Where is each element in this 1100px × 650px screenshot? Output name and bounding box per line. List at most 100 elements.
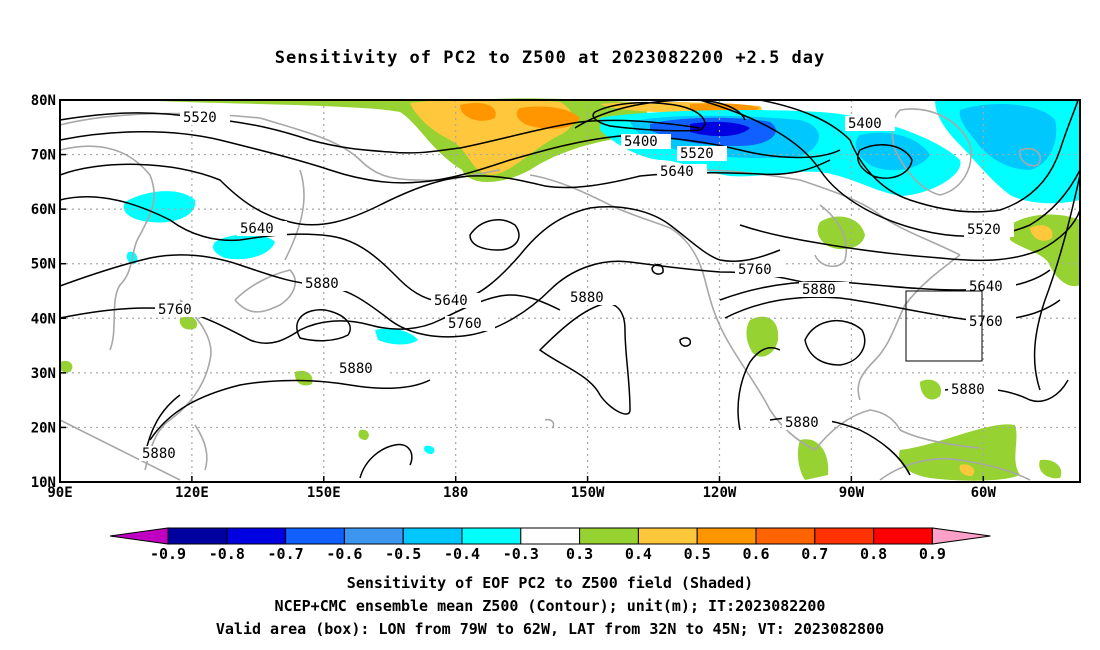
colorbar-label: 0.4 xyxy=(625,545,652,563)
contour-line xyxy=(679,337,692,347)
shade-trop-green-4 xyxy=(920,379,941,400)
gridlines xyxy=(60,100,1080,482)
shade-neg-lightblue-3 xyxy=(959,104,1057,170)
colorbar-swatch xyxy=(461,527,522,545)
y-tick-label: 70N xyxy=(31,148,56,164)
coast-japan xyxy=(234,269,296,313)
contour-label: 5880 xyxy=(142,446,176,462)
contour-label: 5880 xyxy=(951,382,985,398)
colorbar-swatch xyxy=(226,527,287,545)
contour-line xyxy=(359,443,413,479)
contour-line xyxy=(538,303,631,415)
shade-trop-cyan-1 xyxy=(423,445,435,454)
contour-label: 5640 xyxy=(969,279,1003,295)
contour-label: 5640 xyxy=(660,164,694,180)
colorbar-swatch xyxy=(167,527,228,545)
contour-label: 5520 xyxy=(680,146,714,162)
shade-canada-green xyxy=(817,216,865,250)
coast-asia-east xyxy=(59,145,155,351)
colorbar-min-arrow xyxy=(109,527,169,545)
colorbar-swatch xyxy=(696,527,757,545)
shade-arctic-orange xyxy=(516,106,580,129)
colorbar-swatch xyxy=(873,527,933,545)
y-axis-ticks: 10N 20N 30N 40N 50N 60N 70N 80N xyxy=(31,93,66,491)
contour-label: 5400 xyxy=(848,116,882,132)
coast-philippines xyxy=(194,424,208,471)
shade-trop-yellow-1 xyxy=(959,464,975,476)
contour-line xyxy=(804,320,866,366)
contour-line xyxy=(296,309,351,342)
coast-iceland xyxy=(1018,147,1042,167)
coast-south-america xyxy=(879,457,1031,481)
coast-se-asia xyxy=(59,419,181,481)
shade-trop-green-8 xyxy=(1039,459,1062,479)
shade-trop-green-9 xyxy=(358,429,369,440)
contour-label: 5880 xyxy=(570,290,604,306)
y-tick-label: 30N xyxy=(31,366,56,382)
shade-trop-green-5 xyxy=(294,370,313,386)
contour-label: 5880 xyxy=(802,282,836,298)
contour-label: 5760 xyxy=(969,314,1003,330)
contour-line xyxy=(739,209,1081,262)
shade-trop-green-3 xyxy=(899,424,1020,481)
coastline-layer xyxy=(59,108,1042,481)
coast-hawaii xyxy=(544,418,555,429)
contour-line xyxy=(651,263,664,275)
contour-label: 5880 xyxy=(785,415,819,431)
coast-na-east xyxy=(857,254,961,401)
x-tick-label: 120W xyxy=(703,485,737,501)
colorbar-swatch xyxy=(343,527,404,545)
y-tick-label: 10N xyxy=(31,475,56,491)
shade-pac-cyan-1 xyxy=(123,191,196,223)
y-tick-label: 40N xyxy=(31,311,56,327)
contour-label: 5400 xyxy=(624,134,658,150)
colorbar-label: 0.5 xyxy=(684,545,711,563)
contour-labels: 5520 5400 5520 5640 5400 5640 5520 5760 … xyxy=(139,110,1016,462)
colorbar-max-arrow xyxy=(931,527,991,545)
shade-trop-green-6 xyxy=(179,316,198,330)
x-tick-label: 90W xyxy=(839,485,865,501)
contour-label: 5640 xyxy=(240,221,274,237)
y-tick-label: 80N xyxy=(31,93,56,109)
x-axis-ticks: 90E 120E 150E 180 150W 120W 90W 60W xyxy=(47,476,996,501)
x-tick-label: 60W xyxy=(971,485,997,501)
colorbar-swatch xyxy=(579,527,639,545)
colorbar: -0.9 -0.8 -0.7 -0.6 -0.5 -0.4 -0.3 0.3 0.4 0.5 0.6… xyxy=(109,527,991,563)
colorbar-label: -0.7 xyxy=(268,545,304,563)
contour-line xyxy=(59,254,811,338)
x-tick-label: 90E xyxy=(47,485,72,501)
coast-korea-china xyxy=(144,299,212,471)
contour-label: 5640 xyxy=(434,293,468,309)
chart-title: Sensitivity of PC2 to Z500 at 2023082200… xyxy=(274,48,826,68)
shade-trop-green-2 xyxy=(797,439,829,480)
x-tick-label: 120E xyxy=(175,485,209,501)
shade-pac-cyan-3 xyxy=(375,328,418,345)
coast-na-west xyxy=(704,279,816,451)
shade-trop-green-7 xyxy=(59,360,73,373)
y-tick-label: 60N xyxy=(31,202,56,218)
contour-line xyxy=(149,379,431,441)
shade-atl-green xyxy=(1010,214,1080,287)
colorbar-swatch xyxy=(755,527,816,545)
colorbar-label: -0.8 xyxy=(209,545,245,563)
colorbar-label: -0.6 xyxy=(326,545,362,563)
shade-trop-green-1 xyxy=(746,316,779,357)
coast-kamchatka xyxy=(284,169,305,261)
y-tick-label: 50N xyxy=(31,257,56,273)
contour-label: 5520 xyxy=(967,222,1001,238)
contour-label: 5760 xyxy=(448,316,482,332)
x-tick-label: 150W xyxy=(571,485,605,501)
colorbar-label: -0.3 xyxy=(503,545,539,563)
contour-line xyxy=(699,99,1081,238)
colorbar-label: -0.5 xyxy=(385,545,421,563)
contour-line xyxy=(857,144,913,179)
contour-label: 5880 xyxy=(305,276,339,292)
coast-greenland xyxy=(891,108,972,196)
colorbar-swatch xyxy=(520,527,581,545)
shade-arctic-orange2 xyxy=(460,102,496,121)
coast-caribbean xyxy=(899,429,981,449)
caption-line-1: Sensitivity of EOF PC2 to Z500 field (Sh… xyxy=(346,574,754,592)
x-tick-label: 150E xyxy=(307,485,341,501)
colorbar-label: 0.9 xyxy=(919,545,946,563)
